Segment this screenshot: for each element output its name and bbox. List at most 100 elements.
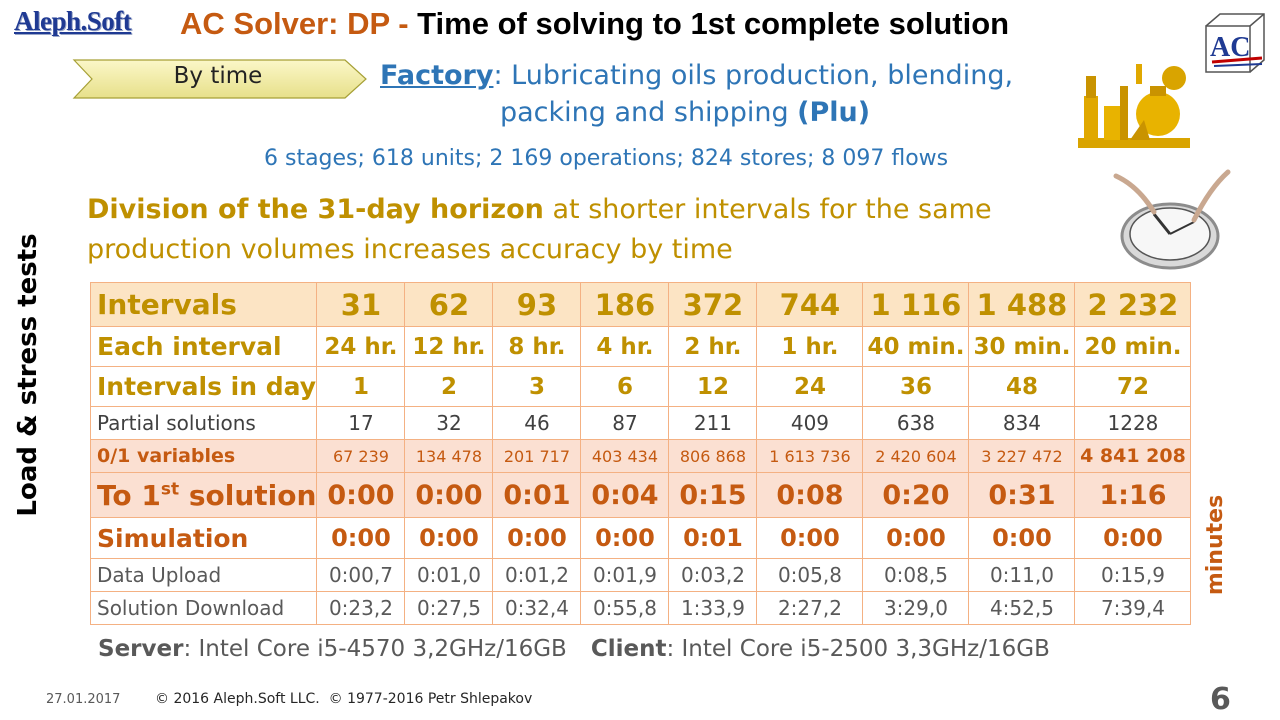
table-cell: 409	[756, 406, 864, 440]
row-label: Data Upload	[89, 558, 318, 592]
hardware-line: Server: Intel Core i5-4570 3,2GHz/16GB Cl…	[98, 636, 1050, 662]
table-cell: 7:39,4	[1074, 591, 1192, 625]
table-cell: 8 hr.	[492, 326, 582, 367]
table-cell: 6	[580, 366, 670, 407]
table-cell: 403 434	[580, 439, 670, 473]
row-label: To 1st solution	[89, 472, 318, 518]
factory-description-1: : Lubricating oils production, blending,	[493, 60, 1014, 91]
table-cell: 0:01	[492, 472, 582, 518]
table-cell: 1:16	[1074, 472, 1192, 518]
table-row-simulation: Simulation 0:00 0:00 0:00 0:00 0:01 0:00…	[89, 517, 1192, 559]
table-cell: 0:08,5	[862, 558, 970, 592]
table-cell: 4 hr.	[580, 326, 670, 367]
table-cell: 1 116	[862, 282, 970, 327]
table-cell: 0:05,8	[756, 558, 864, 592]
table-cell: 0:00	[1074, 517, 1192, 559]
table-cell: 2	[404, 366, 494, 407]
table-cell: 0:03,2	[668, 558, 758, 592]
table-cell: 0:00	[404, 517, 494, 559]
table-row-each-interval: Each interval 24 hr. 12 hr. 8 hr. 4 hr. …	[89, 326, 1192, 367]
factory-line-1: Factory: Lubricating oils production, bl…	[380, 60, 1013, 91]
table-cell: 0:00	[968, 517, 1076, 559]
table-cell: 87	[580, 406, 670, 440]
table-cell: 201 717	[492, 439, 582, 473]
table-row-binary-variables: 0/1 variables 67 239 134 478 201 717 403…	[89, 439, 1192, 473]
table-cell: 0:01,9	[580, 558, 670, 592]
factory-stats: 6 stages; 618 units; 2 169 operations; 8…	[264, 146, 949, 171]
table-cell: 72	[1074, 366, 1192, 407]
table-cell: 0:00	[404, 472, 494, 518]
server-label: Server	[98, 636, 184, 662]
by-time-arrow	[72, 59, 367, 99]
table-cell: 1228	[1074, 406, 1192, 440]
row-label: Partial solutions	[89, 406, 318, 440]
side-label-right: minutes	[1203, 495, 1228, 595]
row-label: Solution Download	[89, 591, 318, 625]
title-subject: Time of solving to 1st complete solution	[417, 6, 1010, 41]
table-row-intervals: Intervals 31 62 93 186 372 744 1 116 1 4…	[89, 282, 1192, 327]
minutes-label: minutes	[1203, 495, 1228, 595]
table-cell: 211	[668, 406, 758, 440]
copyright-notice: © 2016 Aleph.Soft LLC. © 1977-2016 Petr …	[155, 691, 533, 707]
table-row-intervals-in-day: Intervals in day 1 2 3 6 12 24 36 48 72	[89, 366, 1192, 407]
row-label: Simulation	[89, 517, 318, 559]
server-value: : Intel Core i5-4570 3,2GHz/16GB	[183, 636, 567, 662]
table-cell: 0:20	[862, 472, 970, 518]
table-cell: 0:01,2	[492, 558, 582, 592]
table-cell: 4:52,5	[968, 591, 1076, 625]
table-cell: 32	[404, 406, 494, 440]
table-row-solution-download: Solution Download 0:23,2 0:27,5 0:32,4 0…	[89, 591, 1192, 625]
table-cell: 0:00,7	[316, 558, 406, 592]
table-cell: 0:04	[580, 472, 670, 518]
table-cell: 0:00	[492, 517, 582, 559]
division-line-2: production volumes increases accuracy by…	[87, 234, 733, 265]
table-cell: 0:00	[316, 472, 406, 518]
row-label: Intervals in day	[89, 366, 318, 407]
row-label: 0/1 variables	[89, 439, 318, 473]
table-cell: 1:33,9	[668, 591, 758, 625]
table-cell: 0:00	[316, 517, 406, 559]
factory-link[interactable]: Factory	[380, 60, 494, 91]
slide-title: AC Solver: DP - Time of solving to 1st c…	[180, 6, 1009, 42]
table-row-partial-solutions: Partial solutions 17 32 46 87 211 409 63…	[89, 406, 1192, 440]
division-rest: at shorter intervals for the same	[543, 194, 992, 225]
table-cell: 31	[316, 282, 406, 327]
title-product: AC Solver: DP	[180, 6, 390, 41]
table-row-first-solution: To 1st solution 0:00 0:00 0:01 0:04 0:15…	[89, 472, 1192, 518]
table-cell: 17	[316, 406, 406, 440]
ac-logo-text: AC	[1210, 32, 1250, 63]
table-cell: 12	[668, 366, 758, 407]
table-row-data-upload: Data Upload 0:00,7 0:01,0 0:01,2 0:01,9 …	[89, 558, 1192, 592]
factory-code: (Plu)	[797, 97, 871, 128]
table-cell: 3	[492, 366, 582, 407]
table-cell: 1 hr.	[756, 326, 864, 367]
table-cell: 0:11,0	[968, 558, 1076, 592]
division-line-1: Division of the 31-day horizon at shorte…	[87, 194, 992, 225]
table-cell: 0:15,9	[1074, 558, 1192, 592]
table-cell: 2 232	[1074, 282, 1192, 327]
table-cell: 67 239	[316, 439, 406, 473]
title-dash: -	[389, 6, 418, 41]
table-cell: 0:08	[756, 472, 864, 518]
table-cell: 0:15	[668, 472, 758, 518]
factory-plant-icon	[1078, 64, 1190, 148]
by-time-label: By time	[173, 63, 263, 89]
table-cell: 2 420 604	[862, 439, 970, 473]
table-cell: 0:00	[862, 517, 970, 559]
division-bold: Division of the 31-day horizon	[87, 194, 544, 225]
clock-hands-icon	[1113, 169, 1231, 270]
table-cell: 2:27,2	[756, 591, 864, 625]
table-cell: 36	[862, 366, 970, 407]
table-cell: 0:00	[580, 517, 670, 559]
table-cell: 46	[492, 406, 582, 440]
table-cell: 1 488	[968, 282, 1076, 327]
row-label: Each interval	[89, 326, 318, 367]
table-cell: 0:27,5	[404, 591, 494, 625]
factory-description-2: packing and shipping	[500, 97, 798, 128]
client-label: Client	[590, 636, 667, 662]
table-cell: 3:29,0	[862, 591, 970, 625]
ac-cube-logo: AC	[1205, 13, 1265, 73]
table-cell: 0:31	[968, 472, 1076, 518]
table-cell: 806 868	[668, 439, 758, 473]
table-cell: 372	[668, 282, 758, 327]
